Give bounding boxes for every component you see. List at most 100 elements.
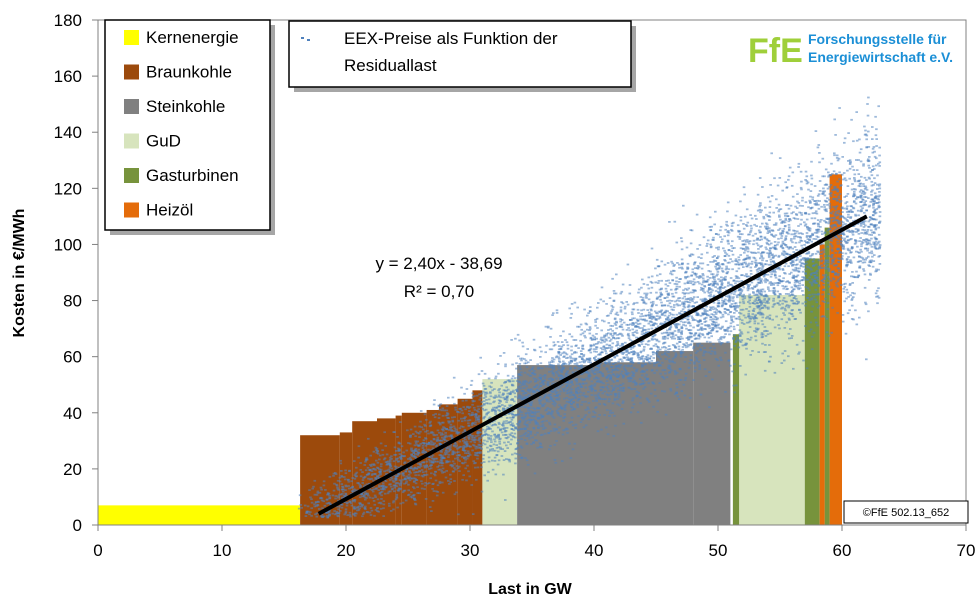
scatter-point [862, 221, 865, 224]
scatter-point [862, 190, 865, 192]
scatter-point [684, 324, 687, 327]
scatter-point [715, 318, 719, 321]
scatter-point [379, 468, 383, 471]
scatter-point [548, 400, 551, 403]
scatter-point [477, 415, 481, 417]
scatter-point [670, 270, 673, 273]
scatter-point [692, 326, 695, 329]
scatter-point [655, 319, 658, 321]
scatter-point [605, 368, 609, 371]
scatter-point [345, 495, 348, 497]
scatter-point [583, 416, 586, 419]
scatter-point [719, 356, 722, 359]
scatter-point [569, 362, 572, 365]
scatter-point [639, 350, 643, 353]
scatter-point [566, 428, 569, 431]
scatter-point [618, 404, 621, 407]
scatter-point [803, 221, 806, 224]
scatter-point [756, 278, 760, 281]
scatter-point [611, 308, 614, 311]
scatter-point [772, 260, 775, 263]
scatter-point [790, 337, 793, 339]
scatter-point [744, 243, 747, 246]
scatter-point [812, 296, 816, 298]
scatter-point [687, 343, 690, 346]
scatter-point [380, 502, 383, 505]
scatter-point [628, 329, 632, 332]
scatter-point [483, 431, 487, 433]
scatter-point [465, 479, 468, 482]
scatter-point [641, 365, 644, 368]
scatter-point [579, 339, 582, 342]
scatter-point [666, 332, 669, 334]
scatter-point [504, 363, 507, 366]
scatter-point [443, 436, 447, 439]
scatter-point [598, 363, 601, 366]
scatter-point [846, 241, 849, 244]
scatter-point [593, 377, 596, 380]
scatter-point [543, 379, 546, 382]
scatter-point [655, 312, 658, 314]
scatter-point [468, 419, 472, 421]
scatter-point [576, 403, 579, 406]
scatter-point [550, 378, 554, 381]
scatter-point [689, 335, 692, 338]
scatter-point [614, 424, 617, 427]
scatter-point [516, 442, 520, 444]
scatter-point [657, 364, 661, 367]
scatter-point [558, 404, 561, 407]
scatter-point [709, 283, 713, 285]
scatter-point [878, 187, 882, 190]
scatter-point [481, 428, 485, 431]
scatter-point [557, 398, 561, 401]
scatter-point [700, 286, 703, 289]
scatter-point [466, 464, 469, 467]
scatter-point [480, 462, 483, 464]
scatter-point [529, 380, 532, 383]
scatter-point [839, 201, 842, 203]
scatter-point [464, 458, 467, 461]
scatter-point [663, 314, 667, 317]
scatter-point [427, 458, 431, 461]
scatter-point [464, 408, 467, 411]
scatter-point [592, 400, 595, 402]
scatter-point [864, 258, 867, 261]
scatter-point [335, 511, 339, 513]
scatter-point [340, 470, 343, 472]
scatter-point [423, 423, 426, 426]
scatter-point [635, 383, 639, 386]
scatter-point [520, 428, 523, 430]
scatter-point [875, 289, 879, 292]
scatter-point [683, 300, 687, 303]
scatter-point [616, 398, 619, 401]
scatter-point [580, 367, 583, 370]
scatter-point [493, 460, 497, 462]
scatter-point [536, 422, 539, 425]
scatter-point [708, 406, 711, 409]
scatter-point [444, 432, 447, 434]
scatter-point [613, 292, 616, 295]
scatter-point [834, 225, 838, 228]
scatter-point [558, 360, 561, 362]
scatter-point [421, 450, 425, 452]
scatter-point [315, 512, 319, 515]
scatter-point [683, 306, 687, 309]
scatter-point [635, 329, 638, 332]
scatter-point [686, 280, 690, 283]
scatter-point [728, 300, 731, 303]
scatter-point [504, 429, 507, 432]
scatter-point [697, 323, 701, 326]
scatter-point [715, 267, 718, 270]
scatter-point [403, 462, 406, 465]
scatter-point [544, 432, 547, 435]
scatter-point [408, 479, 412, 482]
scatter-point [747, 285, 750, 288]
scatter-point [784, 272, 787, 275]
scatter-point [443, 438, 446, 440]
scatter-point [788, 304, 791, 307]
scatter-point [516, 333, 520, 336]
scatter-point [446, 413, 450, 415]
scatter-point [826, 282, 830, 284]
scatter-point [857, 180, 860, 183]
scatter-point [728, 261, 731, 264]
